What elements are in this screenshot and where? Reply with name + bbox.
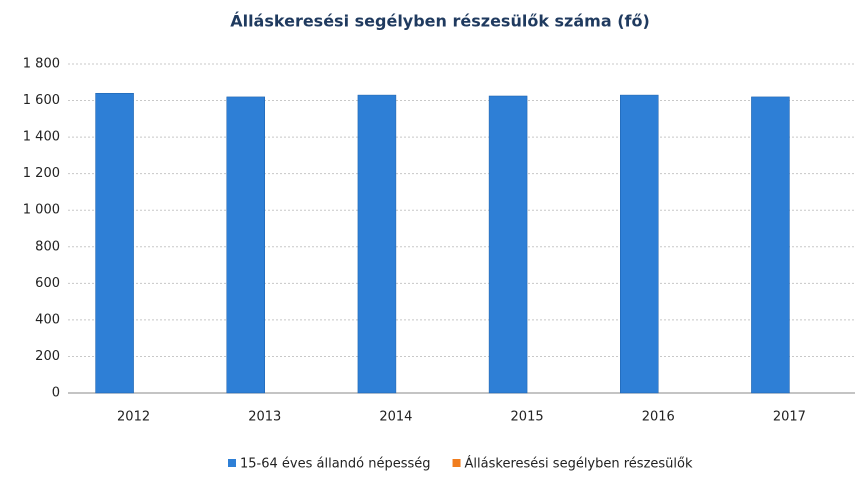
y-tick-label: 1 600 — [23, 93, 60, 108]
x-tick-label: 2017 — [773, 410, 806, 425]
legend-label: 15-64 éves állandó népesség — [240, 457, 431, 472]
legend-label: Álláskeresési segélyben részesülők — [465, 456, 693, 472]
bar — [95, 92, 134, 394]
x-tick-label: 2015 — [511, 410, 544, 425]
y-tick-label: 1 800 — [23, 57, 60, 72]
x-tick-label: 2013 — [248, 410, 281, 425]
y-tick-label: 0 — [52, 386, 60, 401]
y-tick-label: 600 — [35, 276, 60, 291]
x-tick-label: 2014 — [379, 410, 412, 425]
bar — [620, 94, 659, 394]
x-tick-label: 2012 — [117, 410, 150, 425]
y-tick-label: 1 400 — [23, 130, 60, 145]
legend-swatch — [228, 459, 236, 467]
y-tick-label: 1 200 — [23, 166, 60, 181]
y-tick-label: 800 — [35, 239, 60, 254]
bar — [751, 96, 790, 394]
bar — [226, 96, 265, 394]
bar — [357, 94, 397, 394]
y-tick-label: 400 — [35, 312, 60, 327]
x-tick-label: 2016 — [642, 410, 675, 425]
legend-swatch — [452, 459, 461, 467]
y-tick-label: 1 000 — [23, 203, 60, 218]
bar — [488, 95, 528, 394]
y-tick-label: 200 — [35, 349, 60, 364]
chart-title: Álláskeresési segélyben részesülők száma… — [230, 12, 650, 31]
